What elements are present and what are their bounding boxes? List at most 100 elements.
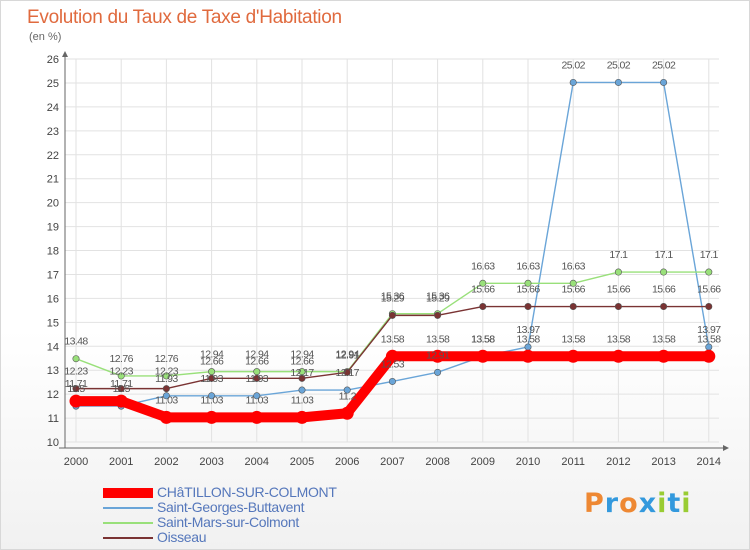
logo-letter: t: [667, 488, 682, 519]
data-label: 13.97: [516, 324, 540, 336]
data-label: 15.36: [426, 291, 450, 303]
x-tick-label: 2003: [199, 456, 223, 468]
data-label: 12.23: [155, 366, 179, 378]
y-tick-label: 11: [48, 413, 59, 425]
series-oisseau: [72, 303, 713, 393]
data-point: [117, 385, 125, 393]
y-tick-label: 14: [47, 341, 59, 353]
data-point: [657, 349, 671, 363]
data-label: 12.76: [110, 353, 134, 365]
data-label: 12.94: [245, 349, 269, 361]
data-point: [614, 268, 622, 276]
x-tick-label: 2001: [109, 456, 133, 468]
data-point: [162, 392, 170, 400]
data-point: [69, 394, 83, 408]
data-point: [72, 355, 80, 363]
data-label: 11.93: [246, 373, 269, 385]
logo-letter: i: [681, 488, 692, 519]
data-label: 11.93: [200, 373, 223, 385]
y-tick-label: 12: [47, 389, 59, 401]
x-tick-label: 2011: [561, 456, 585, 468]
data-point: [660, 303, 668, 311]
x-tick-label: 2014: [697, 456, 721, 468]
data-point: [159, 410, 173, 424]
data-label: 12.66: [245, 355, 269, 367]
data-point: [569, 303, 577, 311]
data-label: 16.63: [516, 260, 540, 272]
data-point: [208, 374, 216, 382]
data-label: 15.66: [607, 284, 631, 296]
data-label: 13.97: [697, 324, 721, 336]
proxiti-logo: Proxiti: [584, 488, 692, 519]
x-tick-label: 2012: [606, 456, 630, 468]
data-label: 15.29: [381, 292, 405, 304]
data-point: [566, 349, 580, 363]
axes: 10 11 12 13 14 15 16 17 18 19 20 21 22 23 24 25 26 2000 20…: [47, 51, 729, 468]
data-label: 13.58: [652, 333, 676, 345]
data-label: 11.71: [65, 378, 88, 390]
data-point: [298, 368, 306, 376]
data-point: [614, 78, 622, 86]
data-point: [476, 349, 490, 363]
data-label: 17.1: [700, 249, 719, 261]
data-label: 11.5: [113, 383, 131, 395]
data-point: [208, 392, 216, 400]
data-point: [524, 303, 532, 311]
data-label: 13.58: [516, 333, 540, 345]
data-point: [295, 410, 309, 424]
data-point: [340, 406, 354, 420]
data-label: 12.17: [336, 367, 360, 379]
data-point: [208, 368, 216, 376]
y-tick-label: 25: [47, 78, 59, 90]
y-tick-label: 26: [47, 54, 59, 66]
data-point: [385, 349, 399, 363]
data-label: 13.48: [64, 336, 88, 348]
x-axis-arrow: [723, 445, 729, 451]
data-label: 16.63: [471, 260, 495, 272]
y-tick-label: 24: [47, 102, 59, 114]
data-point: [521, 349, 535, 363]
data-label: 12.94: [200, 349, 224, 361]
data-label: 13.58: [471, 333, 495, 345]
y-tick-label: 10: [47, 437, 59, 449]
logo-letter: x: [638, 488, 658, 519]
y-tick-label: 23: [47, 126, 59, 138]
data-point: [253, 368, 261, 376]
data-label: 12.66: [290, 355, 314, 367]
data-label: 11.5: [67, 383, 85, 395]
legend-label: Saint-Georges-Buttavent: [157, 499, 305, 515]
logo-letter: o: [619, 488, 639, 519]
data-point: [114, 394, 128, 408]
data-point: [253, 374, 261, 382]
data-label: 15.66: [471, 284, 495, 296]
data-point: [569, 78, 577, 86]
series-group: [69, 78, 716, 424]
logo-letter: i: [657, 488, 668, 519]
data-label: 16.63: [562, 260, 586, 272]
series-ch-tillon-sur-colmont: [69, 349, 716, 424]
y-tick-label: 13: [47, 365, 59, 377]
data-label: 11.03: [155, 394, 178, 406]
x-tick-label: 2006: [335, 456, 359, 468]
x-tick-label: 2000: [64, 456, 88, 468]
data-point: [705, 303, 713, 311]
data-label: 13.58: [471, 333, 495, 345]
data-label: 15.66: [697, 284, 721, 296]
data-label: 15.29: [426, 292, 450, 304]
y-tick-label: 19: [47, 222, 59, 234]
data-label: 25.02: [652, 59, 676, 71]
x-tick-label: 2008: [425, 456, 449, 468]
data-label: 11.03: [246, 394, 269, 406]
data-label: 11.2: [339, 390, 357, 402]
x-tick-label: 2010: [516, 456, 540, 468]
data-point: [388, 311, 396, 319]
x-tick-label: 2013: [651, 456, 675, 468]
y-tick-label: 16: [47, 293, 59, 305]
data-point: [611, 349, 625, 363]
data-point: [343, 386, 351, 394]
logo-letter: r: [604, 488, 620, 519]
data-label: 12.94: [336, 349, 360, 361]
